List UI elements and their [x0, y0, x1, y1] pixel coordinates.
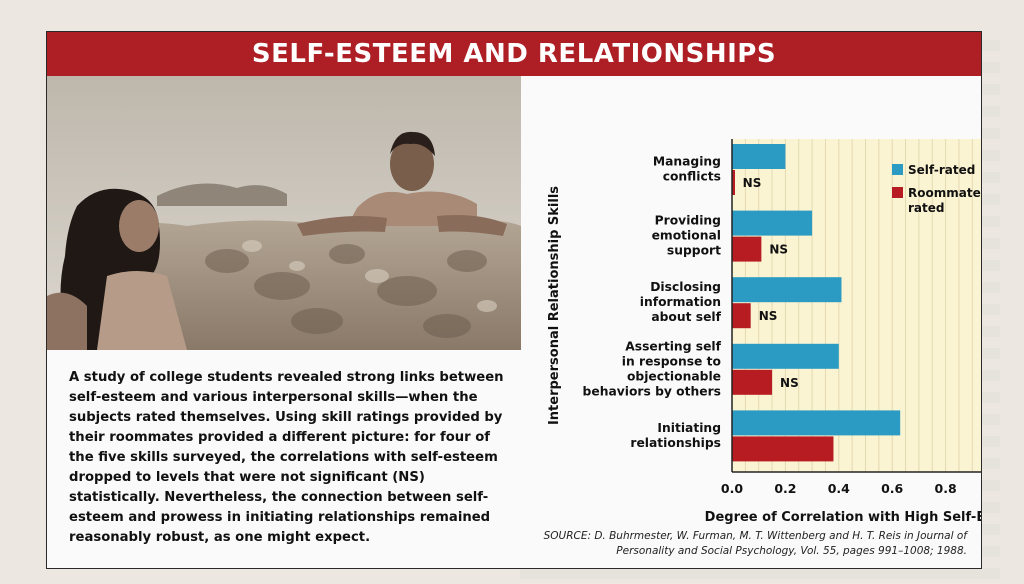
bar-roommate-rated [732, 236, 762, 262]
bar-roommate-rated [732, 303, 751, 329]
source-citation: SOURCE: D. Buhrmester, W. Furman, M. T. … [543, 530, 967, 557]
x-tick-label: 0.8 [935, 481, 957, 496]
x-tick-label: 0.6 [881, 481, 903, 496]
legend-swatch-roommate-rated [892, 187, 903, 198]
bar-roommate-rated [732, 170, 735, 195]
category-label: in response to [622, 354, 721, 368]
ns-annotation: NS [769, 243, 788, 257]
ns-annotation: NS [759, 309, 778, 323]
category-label: Asserting self [625, 339, 721, 353]
x-tick-label: 0.0 [721, 481, 743, 496]
bar-self-rated [732, 410, 901, 436]
bar-self-rated [732, 277, 842, 303]
category-label: emotional [652, 229, 721, 243]
bars-group: NS NS NS NS [732, 144, 901, 462]
bar-self-rated [732, 343, 839, 369]
couple-photo-illustration [47, 76, 521, 350]
figure-caption: A study of college students revealed str… [69, 370, 504, 545]
category-label: relationships [630, 436, 721, 450]
figure-panel: SELF-ESTEEM AND RELATIONSHIPS [46, 31, 1024, 569]
bar-self-rated [732, 210, 813, 236]
category-label: Initiating [657, 421, 721, 435]
ns-annotation: NS [780, 376, 799, 390]
category-label: Providing [655, 214, 721, 228]
legend-swatch-self-rated [892, 164, 903, 175]
category-label: Managing [653, 155, 721, 169]
legend-label-self-rated: Self-rated [908, 163, 975, 177]
y-axis-label: Interpersonal Relationship Skills [547, 186, 562, 425]
panel-title: SELF-ESTEEM AND RELATIONSHIPS [47, 32, 981, 76]
legend: Self-rated Roommate-rated [892, 163, 986, 215]
category-label: support [667, 244, 721, 258]
category-label: conflicts [663, 170, 721, 184]
ns-annotation: NS [743, 176, 762, 190]
bar-self-rated [732, 144, 786, 169]
category-label: information [640, 295, 721, 309]
couple-photo [47, 76, 521, 350]
x-tick-label: 0.4 [828, 481, 850, 496]
category-label: objectionable [627, 369, 721, 383]
x-axis-label: Degree of Correlation with High Self-Est… [705, 510, 981, 525]
category-label: behaviors by others [583, 384, 721, 398]
legend-label-roommate-rated: Roommate-rated [908, 186, 981, 215]
x-tick-label: 0.2 [774, 481, 796, 496]
category-label: Disclosing [650, 280, 721, 294]
category-label: about self [651, 310, 721, 324]
bar-roommate-rated [732, 436, 834, 462]
bar-roommate-rated [732, 369, 773, 395]
